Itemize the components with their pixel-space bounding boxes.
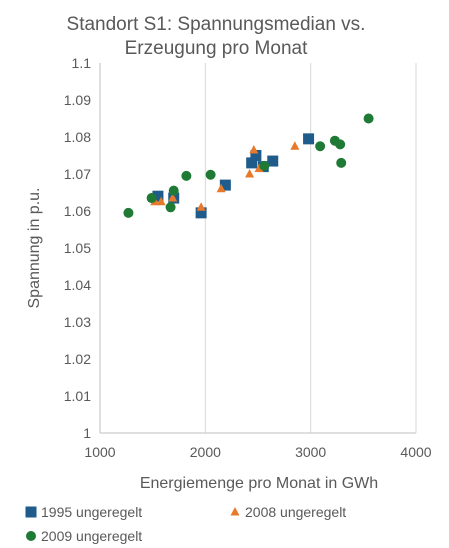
- square-data-point: [267, 155, 279, 167]
- chart-title-line-1: Standort S1: Spannungsmedian vs.: [67, 14, 366, 35]
- circle-data-point: [205, 169, 216, 180]
- square-data-point: [219, 179, 231, 191]
- circle-data-point: [165, 202, 176, 213]
- triangle-data-point: [249, 144, 259, 154]
- triangle-data-point: [216, 183, 226, 193]
- circle-data-point: [123, 207, 134, 218]
- square-data-point: [246, 157, 258, 169]
- x-axis-ticks: 1000 2000 3000 4000: [84, 444, 431, 460]
- triangle-data-point: [196, 202, 206, 211]
- y-tick-label: 1.06: [64, 203, 91, 219]
- circle-data-point: [335, 139, 346, 150]
- y-tick-label: 1.02: [64, 351, 91, 367]
- y-tick-label: 1.07: [64, 166, 91, 182]
- chart-title-line-2: Erzeugung pro Monat: [125, 38, 308, 59]
- circle-data-point: [336, 157, 347, 168]
- x-tick-label: 4000: [400, 444, 431, 460]
- y-axis-label: Spannung in p.u.: [26, 188, 43, 309]
- y-axis-ticks: 1 1.01 1.02 1.03 1.04 1.05 1.06 1.07 1.08 1.09 1.1: [64, 55, 91, 441]
- triangle-data-point: [290, 141, 300, 150]
- legend-label: 2008 ungeregelt: [245, 504, 346, 520]
- circle-data-point: [168, 185, 179, 196]
- x-tick-label: 2000: [190, 444, 221, 460]
- legend-label: 2009 ungeregelt: [41, 528, 142, 544]
- square-data-point: [195, 207, 207, 219]
- y-tick-label: 1.1: [72, 55, 92, 71]
- y-tick-label: 1.08: [64, 129, 91, 145]
- x-tick-label: 1000: [84, 444, 115, 460]
- circle-data-point: [363, 113, 374, 124]
- x-tick-label: 3000: [295, 444, 326, 460]
- legend: 1995 ungeregelt 2008 ungeregelt 2009 unger…: [25, 504, 346, 544]
- legend-label: 1995 ungeregelt: [41, 504, 142, 520]
- triangle-data-point: [245, 169, 255, 178]
- triangle-data-point: [168, 193, 178, 202]
- circle-data-point: [259, 160, 270, 171]
- x-axis-label: Energiemenge pro Monat in GWh: [140, 475, 378, 492]
- square-data-point: [250, 150, 262, 161]
- circle-data-point: [181, 170, 192, 181]
- y-tick-label: 1.01: [64, 388, 91, 404]
- triangle-data-point: [156, 196, 166, 206]
- y-tick-label: 1.04: [64, 277, 91, 293]
- y-tick-label: 1.05: [64, 240, 91, 256]
- square-data-point: [303, 133, 315, 145]
- square-data-point: [152, 190, 164, 202]
- y-tick-label: 1.09: [64, 92, 91, 108]
- legend-marker: [26, 531, 36, 541]
- gridlines: [99, 63, 417, 434]
- circle-data-point: [315, 141, 326, 152]
- y-tick-label: 1: [83, 425, 91, 441]
- y-tick-label: 1.03: [64, 314, 91, 330]
- circle-data-point: [146, 193, 157, 204]
- legend-marker: [230, 507, 240, 516]
- data-points: [123, 113, 374, 219]
- legend-marker: [25, 506, 37, 518]
